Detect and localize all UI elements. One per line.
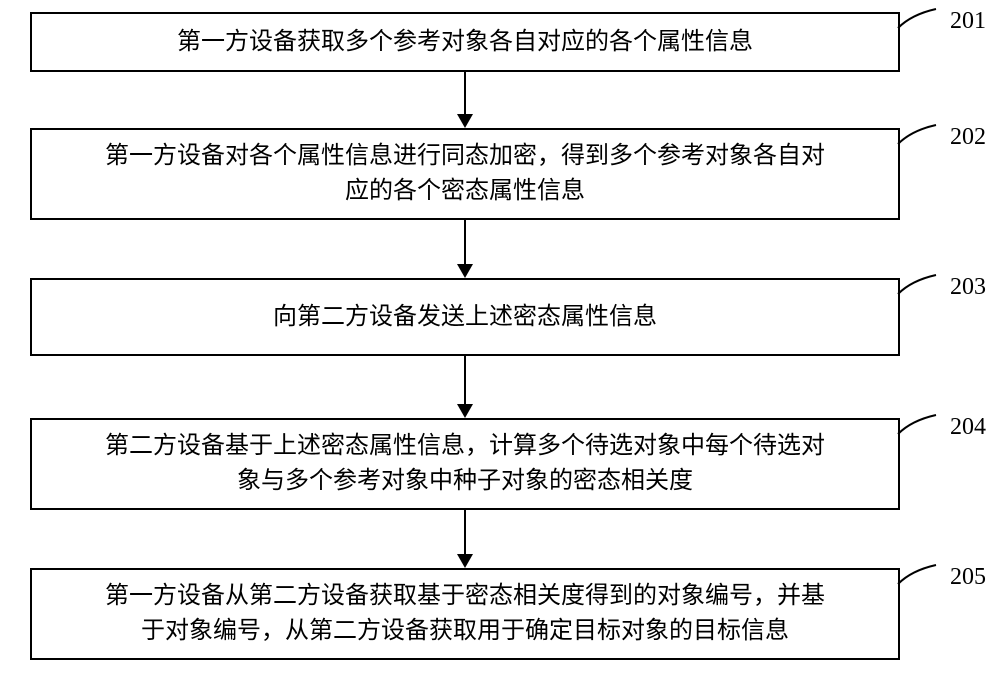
step-text: 第一方设备获取多个参考对象各自对应的各个属性信息	[169, 25, 761, 60]
step-label-205: 205	[950, 564, 986, 591]
arrow-4	[450, 510, 480, 568]
step-box-203: 向第二方设备发送上述密态属性信息	[30, 278, 900, 356]
arrow-1	[450, 72, 480, 128]
step-label-202: 202	[950, 124, 986, 151]
flowchart-canvas: 第一方设备获取多个参考对象各自对应的各个属性信息 201 第一方设备对各个属性信息进…	[0, 0, 1000, 695]
step-text: 向第二方设备发送上述密态属性信息	[265, 300, 665, 335]
step-tick-201	[896, 6, 942, 38]
step-box-202: 第一方设备对各个属性信息进行同态加密，得到多个参考对象各自对 应的各个密态属性信…	[30, 128, 900, 220]
step-label-203: 203	[950, 274, 986, 301]
step-tick-203	[896, 272, 942, 304]
step-tick-204	[896, 412, 942, 444]
arrow-2	[450, 220, 480, 278]
step-label-201: 201	[950, 8, 986, 35]
arrow-3	[450, 356, 480, 418]
step-box-201: 第一方设备获取多个参考对象各自对应的各个属性信息	[30, 12, 900, 72]
step-text: 第二方设备基于上述密态属性信息，计算多个待选对象中每个待选对 象与多个参考对象中…	[97, 429, 833, 499]
step-label-204: 204	[950, 414, 986, 441]
step-text: 第一方设备从第二方设备获取基于密态相关度得到的对象编号，并基 于对象编号，从第二…	[97, 579, 833, 649]
step-box-205: 第一方设备从第二方设备获取基于密态相关度得到的对象编号，并基 于对象编号，从第二…	[30, 568, 900, 660]
step-tick-202	[896, 122, 942, 154]
step-text: 第一方设备对各个属性信息进行同态加密，得到多个参考对象各自对 应的各个密态属性信…	[97, 139, 833, 209]
step-tick-205	[896, 562, 942, 594]
step-box-204: 第二方设备基于上述密态属性信息，计算多个待选对象中每个待选对 象与多个参考对象中…	[30, 418, 900, 510]
